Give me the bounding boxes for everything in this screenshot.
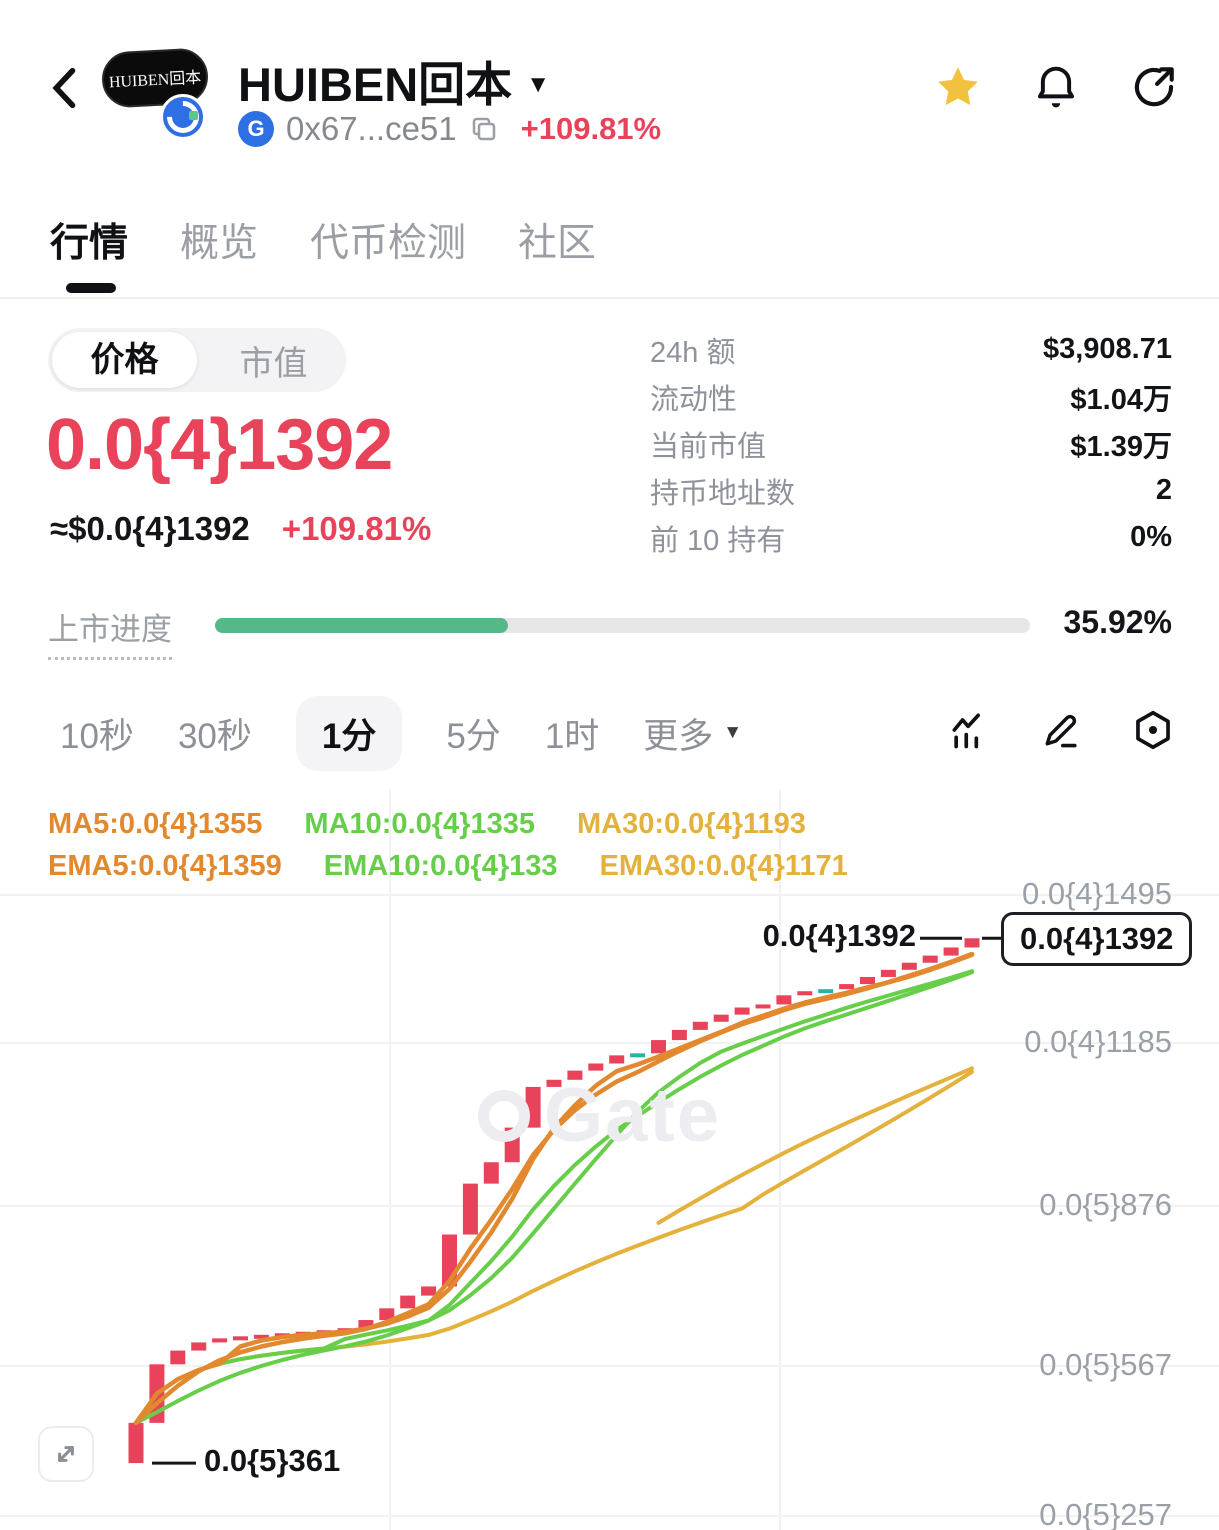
legend-ma5: MA5:0.0{4}1355 — [48, 808, 263, 840]
chart-type-icon[interactable] — [947, 708, 991, 752]
copy-icon[interactable] — [469, 114, 499, 144]
contract-address: 0x67...ce51 — [286, 110, 457, 147]
y-axis-label: 0.0{4}1185 — [1024, 1024, 1172, 1059]
ema-legend-row: EMA5:0.0{4}1359 EMA10:0.0{4}133 EMA30:0.… — [48, 850, 848, 883]
active-tab-indicator — [66, 283, 116, 293]
stat-value: $1.04万 — [1070, 383, 1172, 416]
network-icon: G — [238, 111, 274, 147]
tab-market[interactable]: 行情 — [50, 222, 129, 265]
y-axis-label: 0.0{5}567 — [1039, 1347, 1172, 1382]
token-avatar-text: HUIBEN回本 — [108, 69, 202, 92]
stat-label: 24h 额 — [650, 336, 736, 369]
current-price-line-label: 0.0{4}1392 — [762, 918, 916, 954]
stat-label: 前 10 持有 — [650, 524, 786, 557]
progress-fill — [215, 618, 508, 633]
fullscreen-button[interactable] — [38, 1426, 94, 1482]
watermark-text: Gate — [544, 1073, 721, 1158]
tab-overview[interactable]: 概览 — [180, 222, 259, 265]
listing-progress-label: 上市进度 — [48, 604, 172, 660]
current-price: 0.0{4}1392 — [46, 405, 393, 485]
chevron-down-icon: ▼ — [723, 722, 743, 743]
header-change-badge: +109.81% — [520, 111, 662, 146]
y-axis-label: 0.0{5}257 — [1039, 1497, 1172, 1530]
chevron-down-icon: ▼ — [526, 70, 550, 98]
legend-ema10: EMA10:0.0{4}133 — [323, 850, 558, 882]
legend-ma30: MA30:0.0{4}1193 — [576, 808, 806, 840]
share-icon[interactable] — [1129, 62, 1179, 112]
stat-row-liquidity: 流动性 $1.04万 — [650, 373, 1172, 420]
stat-label: 流动性 — [650, 383, 738, 416]
timeframe-more-dropdown[interactable]: 更多 ▼ — [643, 708, 742, 759]
stat-row-top10: 前 10 持有 0% — [650, 514, 1172, 561]
timeframe-30s[interactable]: 30秒 — [177, 716, 252, 756]
y-axis-label: 0.0{5}876 — [1039, 1187, 1172, 1222]
stat-value: 0% — [1130, 521, 1172, 553]
timeframe-5m[interactable]: 5分 — [446, 716, 501, 756]
stat-label: 当前市值 — [650, 430, 767, 463]
favorite-star-icon[interactable] — [933, 62, 983, 112]
contract-address-row: G 0x67...ce51 +109.81% — [238, 110, 661, 148]
draw-pencil-icon[interactable] — [1039, 708, 1083, 752]
y-axis-label: 0.0{4}1495 — [1021, 876, 1172, 911]
toggle-marketcap[interactable]: 市值 — [239, 344, 308, 383]
page-title: HUIBEN回本 — [238, 58, 513, 111]
price-change-percent: +109.81% — [281, 510, 432, 547]
listing-progress-percent: 35.92% — [1063, 604, 1172, 640]
usd-approx-price: ≈$0.0{4}1392 — [50, 510, 250, 547]
tab-community[interactable]: 社区 — [518, 222, 597, 265]
header-actions — [933, 62, 1179, 112]
stat-row-holders: 持币地址数 2 — [650, 467, 1172, 514]
token-title-dropdown[interactable]: HUIBEN回本 ▼ — [238, 46, 550, 115]
timeframe-1m[interactable]: 1分 — [295, 695, 403, 771]
indicator-settings-icon[interactable] — [1131, 708, 1175, 752]
stat-row-volume: 24h 额 $3,908.71 — [650, 326, 1172, 373]
toggle-price[interactable]: 价格 — [52, 332, 197, 388]
current-price-axis-badge: 0.0{4}1392 — [1001, 912, 1193, 967]
watermark: Gate — [478, 1072, 721, 1159]
stats-panel: 24h 额 $3,908.71 流动性 $1.04万 当前市值 $1.39万 持… — [650, 326, 1172, 561]
chain-badge-icon — [160, 94, 206, 140]
legend-ema5: EMA5:0.0{4}1359 — [48, 850, 282, 882]
low-price-label: 0.0{5}361 — [204, 1443, 341, 1479]
chevron-left-icon — [52, 67, 76, 109]
alert-bell-icon[interactable] — [1031, 62, 1081, 112]
stat-row-marketcap: 当前市值 $1.39万 — [650, 420, 1172, 467]
chart-tools — [947, 708, 1175, 752]
price-marketcap-toggle: 价格 市值 — [48, 328, 346, 392]
more-label: 更多 — [643, 716, 714, 756]
ma-legend-row: MA5:0.0{4}1355 MA10:0.0{4}1335 MA30:0.0{… — [48, 808, 806, 841]
price-approx-row: ≈$0.0{4}1392 +109.81% — [50, 510, 431, 548]
timeframe-toolbar: 10秒 30秒 1分 5分 1时 更多 ▼ — [60, 695, 742, 771]
tab-token-check[interactable]: 代币检测 — [310, 222, 467, 265]
back-button[interactable] — [40, 60, 92, 116]
timeframe-1h[interactable]: 1时 — [544, 716, 600, 756]
listing-progress-bar — [215, 618, 1030, 633]
stat-value: $3,908.71 — [1042, 333, 1172, 365]
stat-value: 2 — [1155, 474, 1172, 506]
legend-ema30: EMA30:0.0{4}1171 — [599, 850, 848, 882]
legend-ma10: MA10:0.0{4}1335 — [304, 808, 535, 840]
stat-value: $1.39万 — [1070, 430, 1172, 463]
timeframe-10s[interactable]: 10秒 — [60, 716, 134, 756]
expand-icon — [58, 1446, 74, 1462]
section-tabs: 行情 概览 代币检测 社区 — [50, 212, 596, 268]
stat-label: 持币地址数 — [650, 477, 796, 510]
watermark-logo-icon — [478, 1089, 530, 1142]
divider — [0, 297, 1219, 299]
